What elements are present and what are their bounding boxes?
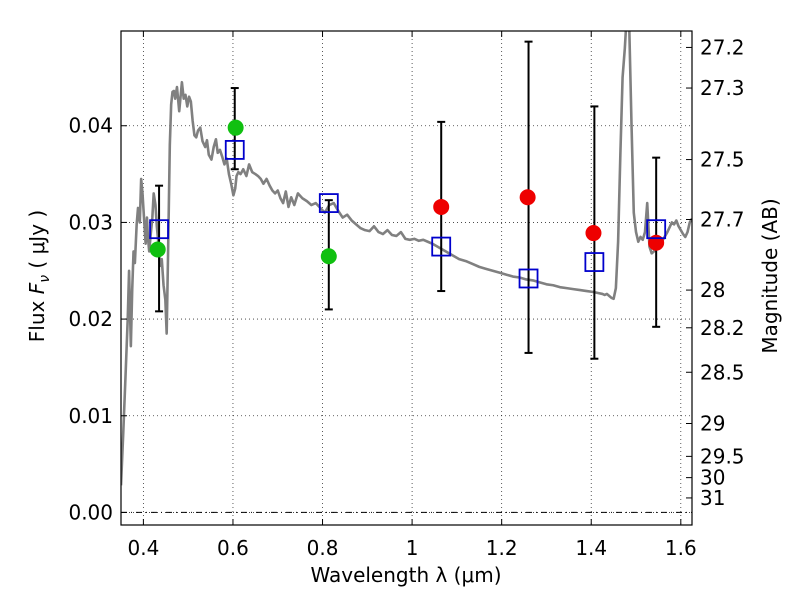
y-tick-label: 0.04 [68,114,113,138]
y-axis-title: Flux Fν ( μJy ) [25,210,53,342]
square-point [224,140,245,160]
model-spectrum-line [121,31,692,486]
x-tick-label: 0.6 [217,536,249,560]
y-axis-title-prefix: Flux [25,294,49,342]
y-tick-label: 0.03 [68,210,113,234]
y-tick-label: 0.02 [68,307,113,331]
y2-axis-title: Magnitude (AB) [758,198,782,353]
y2-tick-label: 30 [700,466,725,490]
square-point [149,219,169,240]
square-points [149,140,667,289]
y2-tick-label: 28.5 [700,360,745,384]
x-tick-label: 1 [406,536,419,560]
red-point [519,189,536,206]
y-tick-labels: 0.00 0.01 0.02 0.03 0.04 [68,114,113,525]
y-axis-title-unit: ( μJy ) [25,210,49,275]
y2-tick-label: 28 [700,278,725,302]
y-axis-title-var: F [25,282,49,294]
x-tick-label: 0.8 [307,536,339,560]
x-tick-label: 1.4 [575,536,607,560]
green-point [149,241,166,258]
x-tick-label: 1.6 [665,536,697,560]
square-point [584,252,605,272]
y2-tick-label: 29 [700,411,725,435]
x-tick-labels: 0.4 0.6 0.8 1 1.2 1.4 1.6 [127,536,696,560]
green-points [149,119,337,265]
grid-lines [121,31,692,525]
square-point [431,236,452,257]
x-axis-title: Wavelength λ (μm) [310,563,501,587]
y2-tick-label: 27.7 [700,208,745,232]
x-tick-label: 1.2 [486,536,518,560]
square-point [646,219,667,240]
green-point [320,248,337,265]
y2-tick-label: 27.2 [700,35,745,59]
y2-tick-label: 29.5 [700,444,745,468]
y-axis-title-sub: ν [37,275,53,283]
y2-tick-label: 27.3 [700,76,745,100]
red-point [585,225,602,242]
y2-tick-label: 31 [700,486,725,510]
square-point [318,193,339,213]
green-point [227,119,244,136]
model-spectrum [121,31,692,486]
y2-tick-label: 28.2 [700,316,745,340]
square-point [518,268,539,289]
x-tick-label: 0.4 [127,536,159,560]
red-points [433,189,665,251]
y2-tick-label: 27.5 [700,148,745,172]
error-bars [155,40,661,360]
y-tick-label: 0.01 [68,404,113,428]
axis-ticks [121,31,692,525]
plot-frame [120,30,693,526]
red-point [433,198,450,215]
y-tick-label: 0.00 [68,500,113,524]
